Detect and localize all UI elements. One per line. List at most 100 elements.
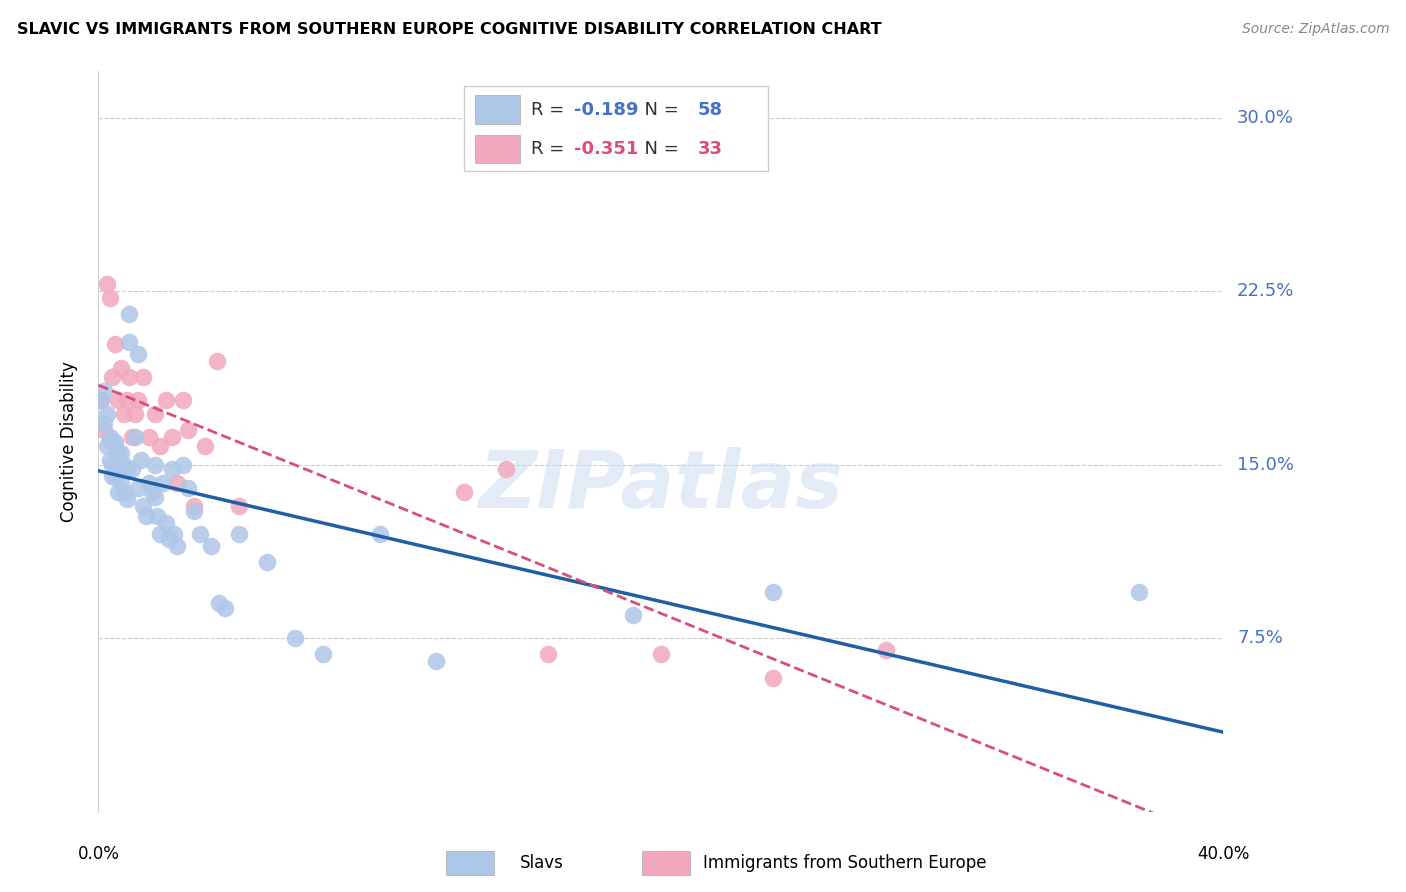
Point	[101, 369, 124, 384]
Point	[90, 392, 112, 407]
FancyBboxPatch shape	[475, 95, 520, 124]
Point	[101, 469, 124, 483]
Point	[115, 462, 138, 476]
Point	[121, 462, 143, 476]
Text: 58: 58	[697, 101, 723, 119]
Point	[104, 434, 127, 449]
Point	[284, 631, 307, 645]
Point	[107, 485, 129, 500]
Point	[155, 516, 177, 530]
Point	[112, 485, 135, 500]
Point	[762, 585, 785, 599]
Point	[143, 490, 166, 504]
Text: 33: 33	[697, 140, 723, 158]
Point	[118, 334, 141, 349]
Point	[96, 277, 118, 292]
Point	[135, 508, 157, 523]
Point	[124, 407, 146, 421]
Point	[172, 458, 194, 472]
Point	[98, 291, 121, 305]
Point	[312, 648, 335, 662]
Point	[98, 430, 121, 444]
Point	[93, 423, 115, 437]
Point	[188, 527, 211, 541]
Point	[112, 407, 135, 421]
Point	[110, 446, 132, 460]
Point	[177, 481, 200, 495]
Point	[143, 407, 166, 421]
Point	[152, 476, 174, 491]
Point	[104, 469, 127, 483]
Point	[425, 654, 447, 668]
Point	[762, 671, 785, 685]
Point	[110, 360, 132, 375]
Point	[104, 337, 127, 351]
Point	[118, 307, 141, 321]
Point	[127, 481, 149, 495]
FancyBboxPatch shape	[464, 87, 768, 171]
Point	[163, 527, 186, 541]
Text: 22.5%: 22.5%	[1237, 282, 1295, 300]
Point	[101, 458, 124, 472]
Text: 0.0%: 0.0%	[77, 845, 120, 863]
Point	[183, 500, 205, 514]
Point	[160, 462, 183, 476]
Point	[214, 601, 236, 615]
Point	[132, 369, 155, 384]
Point	[96, 407, 118, 421]
Point	[368, 527, 391, 541]
Point	[138, 476, 160, 491]
Point	[138, 430, 160, 444]
Text: Source: ZipAtlas.com: Source: ZipAtlas.com	[1241, 22, 1389, 37]
Point	[149, 439, 172, 453]
Point	[650, 648, 672, 662]
Point	[157, 532, 180, 546]
FancyBboxPatch shape	[475, 135, 520, 163]
Point	[1128, 585, 1150, 599]
Point	[172, 392, 194, 407]
Text: 15.0%: 15.0%	[1237, 456, 1294, 474]
Point	[115, 392, 138, 407]
Point	[90, 392, 112, 407]
Point	[537, 648, 560, 662]
Point	[166, 539, 188, 553]
Point	[107, 392, 129, 407]
Point	[228, 500, 250, 514]
Text: R =: R =	[531, 140, 571, 158]
Point	[115, 492, 138, 507]
Text: 30.0%: 30.0%	[1237, 109, 1294, 127]
Text: N =: N =	[633, 140, 685, 158]
Point	[200, 539, 222, 553]
Point	[141, 485, 163, 500]
Point	[98, 453, 121, 467]
Point	[96, 439, 118, 453]
Point	[183, 504, 205, 518]
Point	[132, 500, 155, 514]
Point	[107, 462, 129, 476]
Point	[124, 430, 146, 444]
Point	[107, 446, 129, 460]
Point	[110, 476, 132, 491]
Point	[143, 458, 166, 472]
Point	[93, 416, 115, 430]
Point	[93, 384, 115, 398]
Point	[160, 430, 183, 444]
Point	[194, 439, 217, 453]
Point	[155, 392, 177, 407]
Point	[453, 485, 475, 500]
Y-axis label: Cognitive Disability: Cognitive Disability	[59, 361, 77, 522]
Text: Slavs: Slavs	[520, 855, 564, 872]
Point	[127, 346, 149, 360]
Text: ZIPatlas: ZIPatlas	[478, 447, 844, 525]
Point	[177, 423, 200, 437]
Text: N =: N =	[633, 101, 685, 119]
Text: 7.5%: 7.5%	[1237, 629, 1284, 648]
Text: 40.0%: 40.0%	[1197, 845, 1250, 863]
Point	[205, 353, 228, 368]
Text: SLAVIC VS IMMIGRANTS FROM SOUTHERN EUROPE COGNITIVE DISABILITY CORRELATION CHART: SLAVIC VS IMMIGRANTS FROM SOUTHERN EUROP…	[17, 22, 882, 37]
Point	[129, 453, 152, 467]
Point	[621, 608, 644, 623]
Text: -0.351: -0.351	[574, 140, 638, 158]
Point	[149, 527, 172, 541]
Point	[118, 369, 141, 384]
